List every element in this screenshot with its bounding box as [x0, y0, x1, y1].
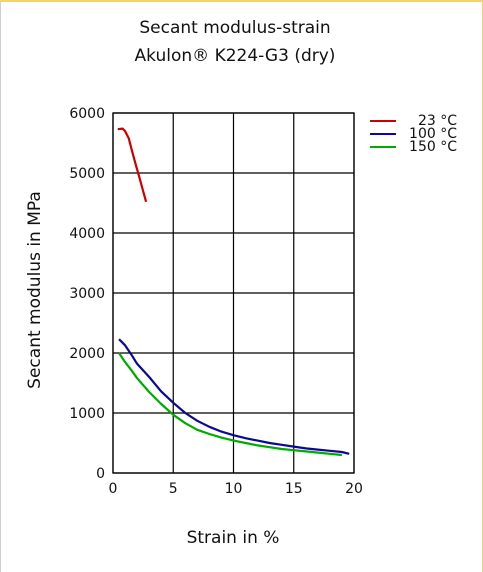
legend-label: 23 °C [418, 113, 457, 129]
x-tick-label: 10 [225, 481, 243, 497]
x-tick-label: 15 [285, 481, 303, 497]
legend-label: 100 °C [409, 126, 457, 142]
y-axis-label: Secant modulus in MPa [25, 191, 45, 389]
chart-title: Secant modulus-strain [139, 18, 331, 38]
y-tick-label: 6000 [69, 106, 105, 122]
chart-subtitle: Akulon® K224-G3 (dry) [134, 46, 336, 66]
series-line [118, 352, 343, 457]
y-tick-label: 1000 [69, 406, 105, 422]
legend-label: 150 °C [409, 139, 457, 155]
tick-labels: 0 5 10 15 20 0 1000 2000 3000 4000 5000 6000 [69, 106, 363, 497]
series-line [117, 127, 148, 203]
y-tick-label: 3000 [69, 286, 105, 302]
x-axis-label: Strain in % [187, 528, 280, 548]
plot-area-border [112, 112, 355, 474]
y-tick-label: 0 [96, 466, 105, 482]
y-tick-label: 2000 [69, 346, 105, 362]
grid [112, 112, 355, 474]
x-tick-label: 0 [109, 481, 118, 497]
series-layer [117, 127, 350, 457]
x-tick-label: 20 [345, 481, 363, 497]
y-tick-label: 5000 [69, 166, 105, 182]
x-tick-label: 5 [169, 481, 178, 497]
y-tick-label: 4000 [69, 226, 105, 242]
series-line [118, 338, 350, 455]
